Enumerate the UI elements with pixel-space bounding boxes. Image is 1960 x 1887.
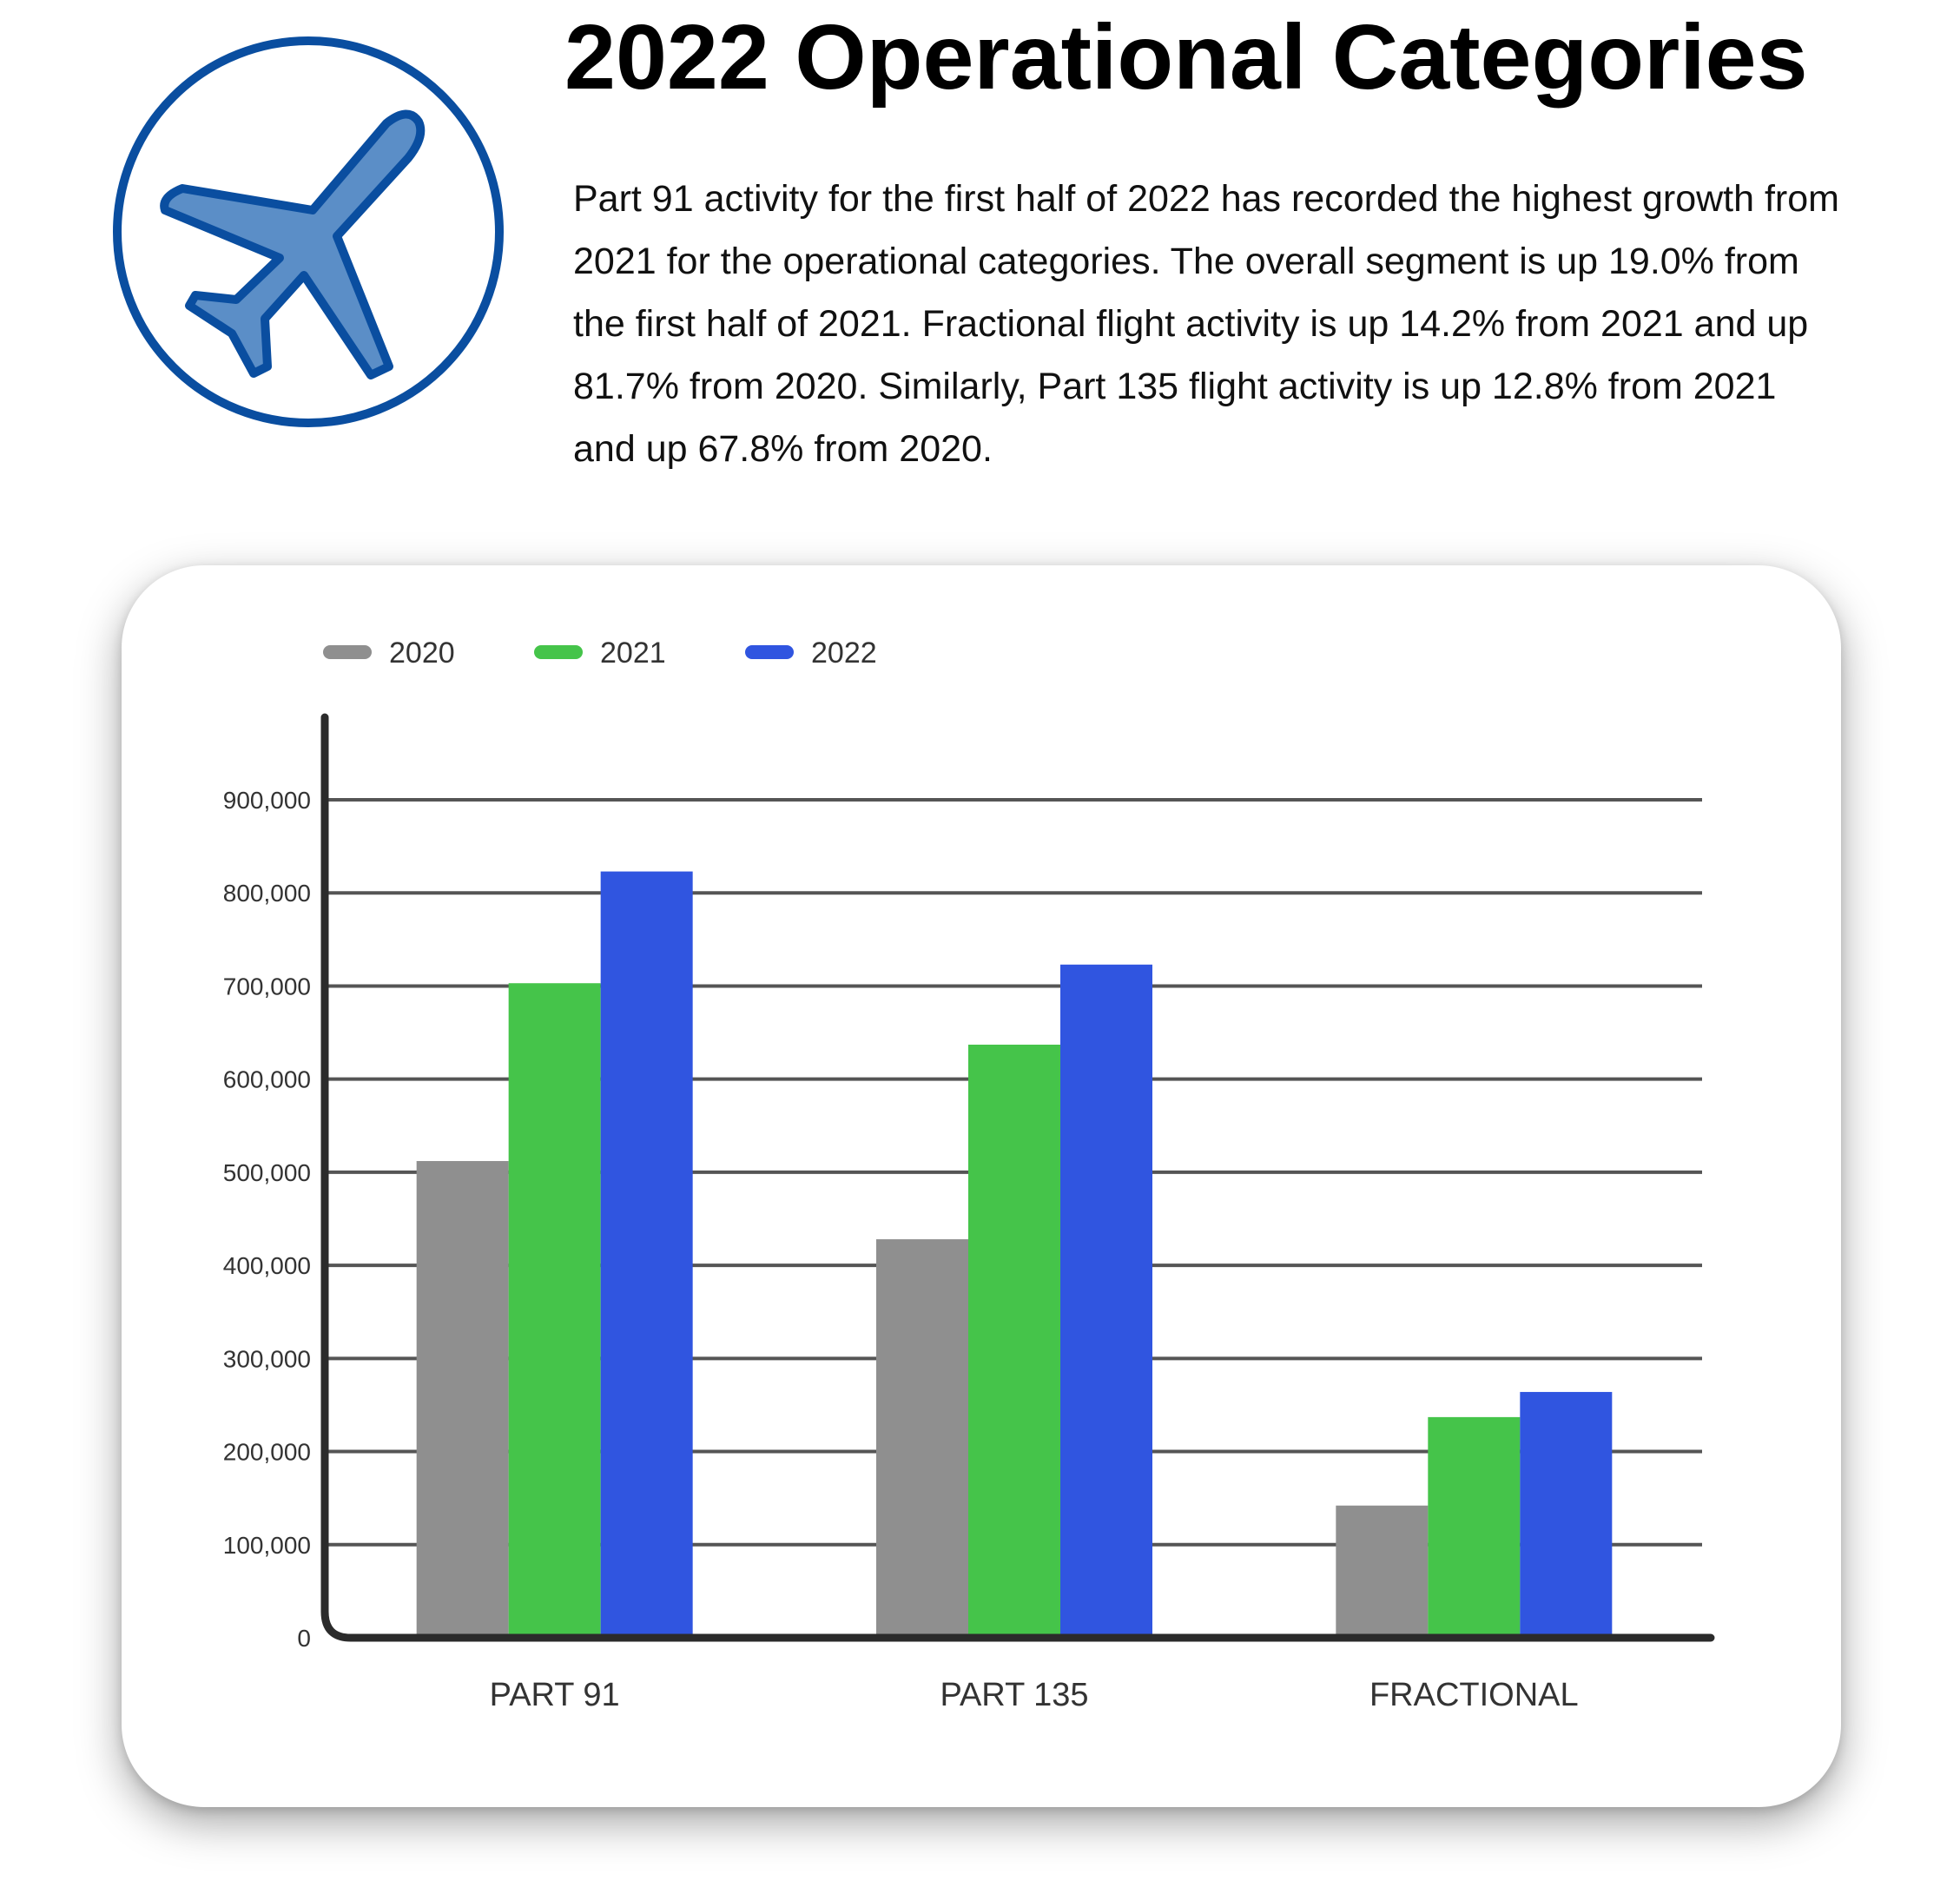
bar: [416, 1161, 509, 1638]
y-tick-label: 800,000: [223, 880, 311, 907]
y-tick-label: 300,000: [223, 1345, 311, 1372]
bar: [1060, 964, 1152, 1638]
y-tick-label: 600,000: [223, 1066, 311, 1093]
bar: [1520, 1391, 1613, 1638]
bar: [1336, 1505, 1429, 1638]
x-tick-label: PART 91: [490, 1677, 620, 1713]
legend-label: 2022: [811, 637, 877, 670]
bar-chart: 0 100,000 200,000 300,000 400,000 500,000 600,…: [223, 637, 1715, 1713]
summary-paragraph: Part 91 activity for the first half of 2…: [573, 178, 1839, 470]
bar: [600, 871, 693, 1638]
bar: [968, 1044, 1060, 1638]
bar: [876, 1239, 968, 1638]
legend-swatch: [745, 645, 794, 659]
x-tick-label: FRACTIONAL: [1369, 1677, 1579, 1713]
legend-label: 2020: [389, 637, 455, 670]
y-tick-label: 400,000: [223, 1252, 311, 1279]
legend-label: 2021: [600, 637, 666, 670]
airplane-logo: [113, 36, 504, 427]
legend-swatch: [323, 645, 372, 659]
y-tick-label: 500,000: [223, 1159, 311, 1186]
airplane-icon: [113, 36, 504, 427]
bar: [508, 983, 601, 1638]
axis-line: [320, 713, 1715, 1642]
bar: [1428, 1416, 1521, 1638]
chart-card: 0 100,000 200,000 300,000 400,000 500,000 600,…: [122, 565, 1841, 1807]
y-tick-label: 700,000: [223, 973, 311, 1000]
y-tick-label: 900,000: [223, 787, 311, 814]
y-tick-label: 200,000: [223, 1439, 311, 1466]
x-tick-label: PART 135: [940, 1677, 1088, 1713]
y-tick-label: 0: [297, 1625, 311, 1652]
page-title: 2022 Operational Categories: [564, 6, 1808, 109]
y-tick-label: 100,000: [223, 1532, 311, 1559]
legend-swatch: [534, 645, 583, 659]
